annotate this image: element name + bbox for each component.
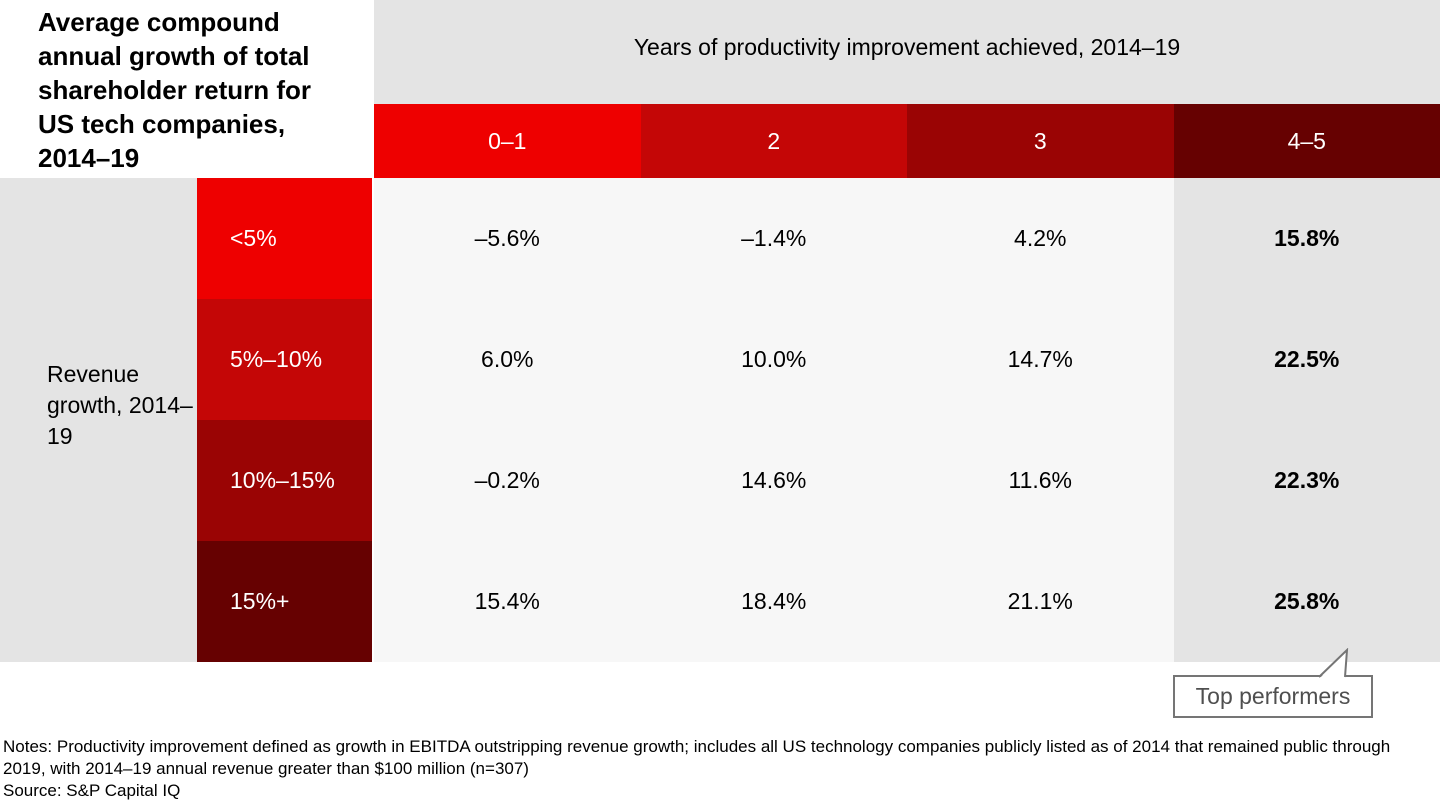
cell-r2c0: –0.2% (374, 420, 641, 541)
cell-r0c1: –1.4% (640, 178, 907, 299)
notes-text: Notes: Productivity improvement defined … (3, 737, 1391, 778)
row-header-15plus: 15%+ (197, 541, 372, 662)
column-header-4-5: 4–5 (1173, 104, 1440, 178)
cell-r1c0: 6.0% (374, 299, 641, 420)
row-header-lt5: <5% (197, 178, 372, 299)
column-header-0-1: 0–1 (374, 104, 641, 178)
chart-title: Average compound annual growth of total … (38, 7, 312, 173)
cell-r2c1: 14.6% (640, 420, 907, 541)
row-axis-title-zone: Revenue growth, 2014–19 (0, 178, 197, 662)
column-header-2: 2 (640, 104, 907, 178)
cell-r2c3-top-performer: 22.3% (1173, 420, 1440, 541)
cell-r1c3-top-performer: 22.5% (1173, 299, 1440, 420)
row-headers: <5% 5%–10% 10%–15% 15%+ (197, 178, 372, 662)
column-headers: 0–1 2 3 4–5 (374, 104, 1440, 178)
row-header-10-15: 10%–15% (197, 420, 372, 541)
cell-r3c1: 18.4% (640, 541, 907, 662)
top-performers-callout: Top performers (1173, 675, 1373, 718)
cell-r0c0: –5.6% (374, 178, 641, 299)
cell-r2c2: 11.6% (907, 420, 1174, 541)
footnotes: Notes: Productivity improvement defined … (3, 736, 1437, 802)
cell-r0c3-top-performer: 15.8% (1173, 178, 1440, 299)
column-axis-title: Years of productivity improvement achiev… (374, 0, 1440, 104)
cell-r1c2: 14.7% (907, 299, 1174, 420)
cell-r1c1: 10.0% (640, 299, 907, 420)
row-header-5-10: 5%–10% (197, 299, 372, 420)
row-axis-title: Revenue growth, 2014–19 (47, 360, 193, 449)
callout-tail-pointer (1318, 648, 1349, 679)
matrix-body: –5.6% –1.4% 4.2% 15.8% 6.0% 10.0% 14.7% … (374, 178, 1440, 662)
cell-r3c2: 21.1% (907, 541, 1174, 662)
cell-r0c2: 4.2% (907, 178, 1174, 299)
cell-r3c3-top-performer: 25.8% (1173, 541, 1440, 662)
chart-title-block: Average compound annual growth of total … (0, 0, 374, 178)
cell-r3c0: 15.4% (374, 541, 641, 662)
column-header-3: 3 (907, 104, 1174, 178)
source-text: Source: S&P Capital IQ (3, 781, 181, 800)
